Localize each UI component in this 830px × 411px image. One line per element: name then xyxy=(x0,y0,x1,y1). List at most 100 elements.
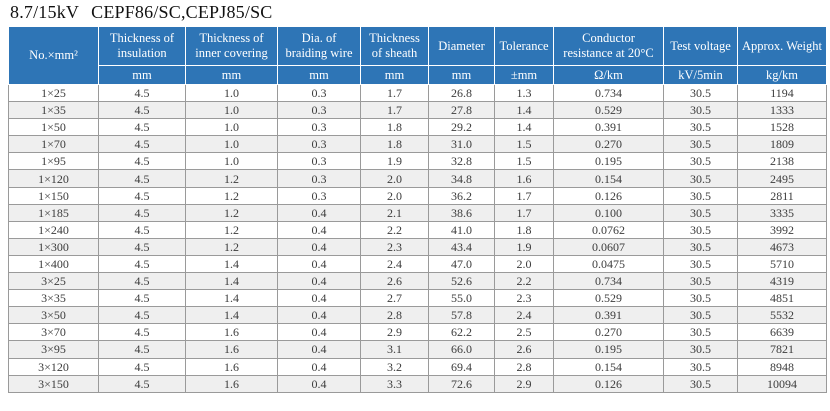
cell: 1.6 xyxy=(494,169,554,188)
cell: 57.8 xyxy=(428,306,495,325)
unit-test-voltage: kV/5min xyxy=(663,65,738,85)
cell: 3335 xyxy=(737,203,827,222)
cell: 4.5 xyxy=(98,340,186,359)
table-row: 1×95 4.5 1.0 0.3 1.9 32.8 1.5 0.195 30.5 2138 xyxy=(8,152,827,171)
cell: 0.0475 xyxy=(553,254,664,274)
cell: 1.2 xyxy=(185,203,278,222)
cell: 1.7 xyxy=(494,203,554,222)
col-header-tolerance: Tolerance xyxy=(494,26,554,66)
cell: 0.734 xyxy=(553,272,664,291)
cell: 30.5 xyxy=(663,323,738,342)
header-row-labels: No.×mm² Thickness of insulation Thicknes… xyxy=(8,26,827,85)
cell: 2.3 xyxy=(360,237,429,256)
cell: 1.4 xyxy=(185,254,278,274)
cell: 30.5 xyxy=(663,289,738,308)
cell: 47.0 xyxy=(428,254,495,274)
cell: 0.4 xyxy=(277,306,361,325)
cell: 30.5 xyxy=(663,340,738,359)
cell: 3×35 xyxy=(8,289,99,308)
cell: 1333 xyxy=(737,101,827,120)
cell: 30.5 xyxy=(663,220,738,239)
cell: 38.6 xyxy=(428,203,495,222)
cell: 1.4 xyxy=(494,101,554,120)
unit-tolerance: ±mm xyxy=(494,65,554,85)
cell: 3992 xyxy=(737,220,827,239)
cell: 3×150 xyxy=(8,374,99,393)
cell: 1×240 xyxy=(8,220,99,239)
cell: 0.4 xyxy=(277,254,361,274)
cell: 2.7 xyxy=(360,289,429,308)
cell: 1.9 xyxy=(360,152,429,171)
cell: 4.5 xyxy=(98,237,186,256)
cell: 1.0 xyxy=(185,152,278,171)
cell: 4.5 xyxy=(98,272,186,291)
table-row: 3×95 4.5 1.6 0.4 3.1 66.0 2.6 0.195 30.5 7821 xyxy=(8,340,827,359)
cell: 1.0 xyxy=(185,83,278,103)
cell: 55.0 xyxy=(428,289,495,308)
cell: 30.5 xyxy=(663,306,738,325)
col-header-test-voltage: Test voltage xyxy=(663,26,738,66)
cell: 0.3 xyxy=(277,118,361,137)
cell: 0.734 xyxy=(553,83,664,103)
cell: 30.5 xyxy=(663,272,738,291)
col-header-weight: Approx. Weight xyxy=(737,26,827,66)
cell: 5710 xyxy=(737,254,827,274)
cell: 4673 xyxy=(737,237,827,256)
cable-spec-table: No.×mm² Thickness of insulation Thicknes… xyxy=(8,26,827,393)
cell: 2811 xyxy=(737,186,827,205)
cell: 1×185 xyxy=(8,203,99,222)
cell: 1.6 xyxy=(185,323,278,342)
cell: 2495 xyxy=(737,169,827,188)
cell: 41.0 xyxy=(428,220,495,239)
cell: 2.0 xyxy=(360,169,429,188)
cell: 2.8 xyxy=(494,357,554,376)
cell: 2.9 xyxy=(360,323,429,342)
cell: 52.6 xyxy=(428,272,495,291)
cell: 1.5 xyxy=(494,152,554,171)
table-row: 1×185 4.5 1.2 0.4 2.1 38.6 1.7 0.100 30.5 3335 xyxy=(8,203,827,222)
cell: 1×95 xyxy=(8,152,99,171)
cell: 1.6 xyxy=(185,374,278,393)
cell: 0.270 xyxy=(553,323,664,342)
cell: 0.100 xyxy=(553,203,664,222)
cell: 1.3 xyxy=(494,83,554,103)
cell: 30.5 xyxy=(663,357,738,376)
cell: 1×25 xyxy=(8,83,99,103)
cell: 0.4 xyxy=(277,323,361,342)
cell: 2.0 xyxy=(494,254,554,274)
unit-weight: kg/km xyxy=(737,65,827,85)
cell: 0.3 xyxy=(277,135,361,154)
cell: 1.7 xyxy=(360,83,429,103)
cell: 5532 xyxy=(737,306,827,325)
page-title: 8.7/15kV CEPF86/SC,CEPJ85/SC xyxy=(10,2,830,23)
cell: 4.5 xyxy=(98,323,186,342)
cell: 31.0 xyxy=(428,135,495,154)
unit-inner-covering: mm xyxy=(185,65,278,85)
cell: 1.6 xyxy=(185,340,278,359)
cell: 1.7 xyxy=(494,186,554,205)
cell: 3.3 xyxy=(360,374,429,393)
cell: 3.2 xyxy=(360,357,429,376)
cell: 0.3 xyxy=(277,101,361,120)
table-row: 3×70 4.5 1.6 0.4 2.9 62.2 2.5 0.270 30.5 6639 xyxy=(8,323,827,342)
cell: 10094 xyxy=(737,374,827,393)
cell: 30.5 xyxy=(663,118,738,137)
col-header-size: No.×mm² xyxy=(8,26,99,85)
table-row: 1×50 4.5 1.0 0.3 1.8 29.2 1.4 0.391 30.5 1528 xyxy=(8,118,827,137)
cell: 1809 xyxy=(737,135,827,154)
cell: 2.4 xyxy=(494,306,554,325)
cell: 0.126 xyxy=(553,374,664,393)
header-row-units: mm mm mm mm mm ±mm Ω/km kV/5min kg/km xyxy=(9,65,827,85)
cell: 1×120 xyxy=(8,169,99,188)
cell: 2.2 xyxy=(360,220,429,239)
col-header-resistance: Conductor resistance at 20°C xyxy=(553,26,664,66)
cell: 0.0607 xyxy=(553,237,664,256)
cell: 4.5 xyxy=(98,306,186,325)
cell: 1.4 xyxy=(494,118,554,137)
unit-sheath: mm xyxy=(360,65,429,85)
unit-insulation: mm xyxy=(98,65,186,85)
cell: 0.529 xyxy=(553,289,664,308)
cell: 30.5 xyxy=(663,169,738,188)
table-row: 3×35 4.5 1.4 0.4 2.7 55.0 2.3 0.529 30.5 4851 xyxy=(8,289,827,308)
cell: 4851 xyxy=(737,289,827,308)
